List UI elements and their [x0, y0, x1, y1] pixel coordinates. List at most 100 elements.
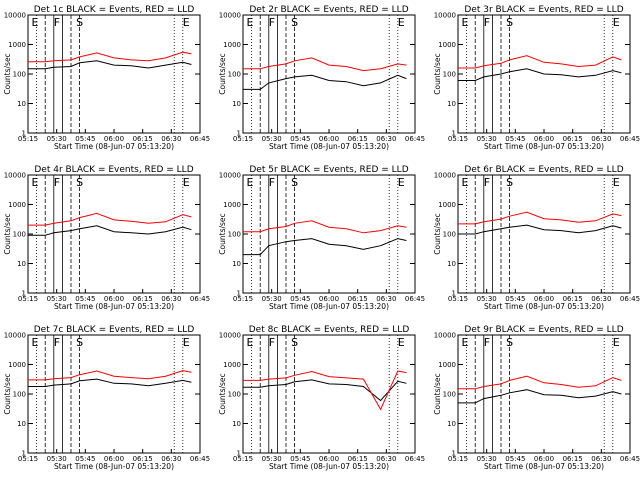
- marker-label: E: [398, 336, 405, 349]
- y-tick-label: 1000: [8, 201, 26, 209]
- x-tick-label: 05:30: [262, 135, 282, 143]
- events-series-line: [28, 225, 192, 236]
- marker-label: E: [183, 336, 190, 349]
- y-tick-label: 1: [452, 450, 456, 458]
- x-tick-label: 06:45: [190, 135, 210, 143]
- events-series-line: [458, 224, 622, 235]
- panel-2: Det 2r BLACK = Events, RED = LLD 1 10 100 10…: [218, 5, 425, 151]
- x-tick-label: 05:15: [233, 295, 253, 303]
- panel-1: Det 1c BLACK = Events, RED = LLD 1 10 100 10…: [3, 5, 210, 151]
- marker-label: F: [484, 176, 490, 189]
- x-tick-label: 06:15: [133, 455, 153, 463]
- panel-title: Det 7c BLACK = Events, RED = LLD: [34, 325, 195, 335]
- x-axis-label: Start Time (08-Jun-07 05:13:20): [484, 142, 604, 151]
- lld-series-line: [243, 220, 407, 234]
- x-tick-label: 05:30: [47, 455, 67, 463]
- y-tick-label: 10000: [434, 172, 456, 180]
- marker-label: F: [269, 336, 275, 349]
- x-tick-label: 06:00: [319, 135, 339, 143]
- panel-title: Det 5r BLACK = Events, RED = LLD: [249, 165, 408, 175]
- marker-label: S: [506, 176, 513, 189]
- y-tick-label: 100: [228, 231, 241, 239]
- y-tick-label: 10: [17, 260, 26, 268]
- x-tick-label: 06:30: [591, 455, 611, 463]
- y-tick-label: 10000: [219, 172, 241, 180]
- x-tick-label: 05:15: [18, 135, 38, 143]
- x-tick-label: 05:30: [477, 295, 497, 303]
- marker-label: S: [76, 336, 83, 349]
- events-series-line: [458, 68, 622, 81]
- y-tick-label: 1000: [438, 201, 456, 209]
- lld-series-line: [458, 211, 622, 225]
- marker-label: E: [461, 16, 468, 29]
- y-tick-label: 100: [228, 391, 241, 399]
- events-series-line: [458, 389, 622, 404]
- y-tick-label: 1000: [223, 361, 241, 369]
- x-tick-label: 06:45: [620, 455, 640, 463]
- y-axis-label: Counts/sec: [433, 53, 442, 94]
- marker-label: E: [613, 176, 620, 189]
- x-tick-label: 06:45: [190, 455, 210, 463]
- marker-label: S: [291, 336, 298, 349]
- y-tick-label: 10000: [4, 332, 26, 340]
- x-tick-label: 06:00: [319, 295, 339, 303]
- x-tick-label: 05:45: [75, 295, 95, 303]
- marker-label: S: [291, 176, 298, 189]
- marker-label: E: [246, 16, 253, 29]
- y-tick-label: 10000: [219, 12, 241, 20]
- marker-label: E: [31, 336, 38, 349]
- x-tick-label: 05:45: [505, 455, 525, 463]
- x-tick-label: 06:00: [319, 455, 339, 463]
- events-series-line: [243, 238, 407, 256]
- x-tick-label: 05:30: [262, 455, 282, 463]
- x-tick-label: 05:45: [75, 135, 95, 143]
- marker-label: E: [613, 336, 620, 349]
- y-tick-label: 10: [447, 100, 456, 108]
- marker-label: S: [506, 16, 513, 29]
- marker-label: E: [398, 16, 405, 29]
- x-tick-label: 05:15: [448, 455, 468, 463]
- y-tick-label: 100: [13, 391, 26, 399]
- x-tick-label: 05:15: [448, 295, 468, 303]
- x-axis-label: Start Time (08-Jun-07 05:13:20): [54, 462, 174, 471]
- marker-label: F: [269, 16, 275, 29]
- panel-4: Det 4r BLACK = Events, RED = LLD 1 10 100 10…: [3, 165, 210, 311]
- x-tick-label: 06:30: [161, 295, 181, 303]
- y-tick-label: 1: [452, 130, 456, 138]
- x-tick-label: 05:30: [477, 135, 497, 143]
- x-tick-label: 06:00: [534, 455, 554, 463]
- marker-label: E: [461, 336, 468, 349]
- x-tick-label: 06:15: [563, 295, 583, 303]
- x-tick-label: 06:00: [104, 455, 124, 463]
- marker-label: F: [54, 16, 60, 29]
- x-tick-label: 05:45: [505, 295, 525, 303]
- y-tick-label: 10: [447, 420, 456, 428]
- panel-title: Det 4r BLACK = Events, RED = LLD: [34, 165, 193, 175]
- y-tick-label: 10000: [4, 12, 26, 20]
- y-tick-label: 1000: [223, 201, 241, 209]
- y-tick-label: 1000: [438, 41, 456, 49]
- marker-label: F: [484, 16, 490, 29]
- y-tick-label: 10000: [219, 332, 241, 340]
- y-axis-label: Counts/sec: [3, 53, 12, 94]
- panel-8: Det 8c BLACK = Events, RED = LLD 1 10 100 10…: [218, 325, 425, 471]
- y-tick-label: 1: [22, 290, 26, 298]
- marker-label: E: [461, 176, 468, 189]
- panel-title: Det 2r BLACK = Events, RED = LLD: [249, 5, 408, 15]
- marker-label: E: [183, 176, 190, 189]
- marker-label: E: [246, 176, 253, 189]
- x-tick-label: 06:30: [591, 295, 611, 303]
- marker-label: F: [269, 176, 275, 189]
- y-tick-label: 1000: [8, 361, 26, 369]
- x-tick-label: 06:45: [620, 135, 640, 143]
- y-tick-label: 10: [232, 260, 241, 268]
- y-tick-label: 10: [17, 420, 26, 428]
- events-series-line: [28, 378, 192, 387]
- marker-label: E: [183, 16, 190, 29]
- x-axis-label: Start Time (08-Jun-07 05:13:20): [54, 302, 174, 311]
- panel-3: Det 3r BLACK = Events, RED = LLD 1 10 100 10…: [433, 5, 640, 151]
- panel-6: Det 6r BLACK = Events, RED = LLD 1 10 100 10…: [433, 165, 640, 311]
- panel-title: Det 6r BLACK = Events, RED = LLD: [464, 165, 623, 175]
- x-tick-label: 06:15: [133, 135, 153, 143]
